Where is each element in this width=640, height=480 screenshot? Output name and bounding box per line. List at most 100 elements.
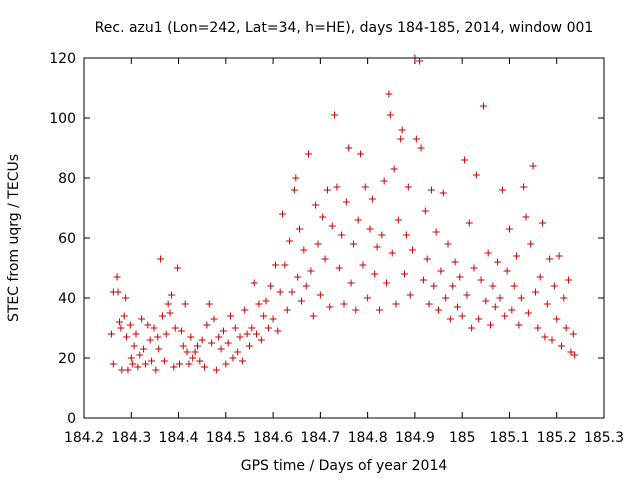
data-point (465, 219, 473, 227)
x-tick-label: 184.8 (348, 430, 388, 446)
data-point (269, 315, 277, 323)
data-point (260, 312, 268, 320)
data-point (286, 237, 294, 245)
data-point (167, 291, 175, 299)
data-point (489, 282, 497, 290)
data-point (130, 342, 138, 350)
data-point (548, 336, 556, 344)
data-point (160, 357, 168, 365)
data-point (189, 354, 197, 362)
data-point (296, 225, 304, 233)
data-point (347, 279, 355, 287)
data-point (439, 189, 447, 197)
data-point (562, 324, 570, 332)
data-point (359, 261, 367, 269)
x-tick-label: 184.7 (300, 430, 340, 446)
data-point (385, 90, 393, 98)
data-point (472, 171, 480, 179)
data-point (569, 330, 577, 338)
data-point (179, 342, 187, 350)
data-point (136, 351, 144, 359)
data-point (409, 246, 417, 254)
data-point (170, 363, 178, 371)
data-point (430, 282, 438, 290)
data-point (444, 240, 452, 248)
data-point (531, 288, 539, 296)
data-point (419, 276, 427, 284)
data-point (487, 321, 495, 329)
data-point (446, 315, 454, 323)
data-point (196, 357, 204, 365)
data-point (560, 294, 568, 302)
data-point (333, 183, 341, 191)
y-axis-label: STEC from uqrg / TECUs (6, 154, 22, 322)
data-point (349, 240, 357, 248)
data-point (129, 360, 137, 368)
data-point (517, 294, 525, 302)
data-point (236, 333, 244, 341)
data-point (435, 306, 443, 314)
data-point (536, 273, 544, 281)
data-point (297, 297, 305, 305)
data-point (386, 111, 394, 119)
data-point (229, 354, 237, 362)
y-tick-label: 60 (58, 231, 76, 247)
data-point (146, 336, 154, 344)
data-point (416, 57, 424, 65)
data-point (309, 312, 317, 320)
data-point (527, 240, 535, 248)
data-point (553, 315, 561, 323)
data-point (449, 282, 457, 290)
x-tick-label: 184.6 (253, 430, 293, 446)
data-point (205, 300, 213, 308)
data-point (524, 309, 532, 317)
data-point (567, 348, 575, 356)
data-point (264, 324, 272, 332)
data-point (451, 258, 459, 266)
x-tick-label: 185.3 (584, 430, 624, 446)
data-point (166, 309, 174, 317)
data-point (505, 225, 513, 233)
data-point (550, 282, 558, 290)
data-point (368, 195, 376, 203)
data-point (529, 162, 537, 170)
data-point (539, 219, 547, 227)
data-point (208, 339, 216, 347)
data-point (513, 252, 521, 260)
data-point (326, 303, 334, 311)
data-point (388, 249, 396, 257)
data-point (494, 258, 502, 266)
data-point (338, 231, 346, 239)
data-point (375, 306, 383, 314)
data-point (402, 231, 410, 239)
data-point (503, 267, 511, 275)
data-point (323, 186, 331, 194)
data-point (477, 276, 485, 284)
data-point (305, 150, 313, 158)
data-point (555, 252, 563, 260)
data-point (181, 300, 189, 308)
data-point (141, 360, 149, 368)
data-point (390, 165, 398, 173)
data-point (491, 303, 499, 311)
data-point (245, 342, 253, 350)
data-point (238, 357, 246, 365)
data-point (432, 228, 440, 236)
data-point (177, 327, 185, 335)
data-point (267, 282, 275, 290)
data-point (171, 324, 179, 332)
data-point (248, 324, 256, 332)
data-point (118, 366, 126, 374)
data-point (515, 321, 523, 329)
data-point (158, 312, 166, 320)
data-point (134, 363, 142, 371)
data-point (123, 333, 131, 341)
data-point (398, 126, 406, 134)
data-point (107, 330, 115, 338)
data-point (201, 363, 209, 371)
data-point (175, 360, 183, 368)
data-point (314, 240, 322, 248)
data-point (453, 303, 461, 311)
data-point (316, 291, 324, 299)
data-point (456, 273, 464, 281)
